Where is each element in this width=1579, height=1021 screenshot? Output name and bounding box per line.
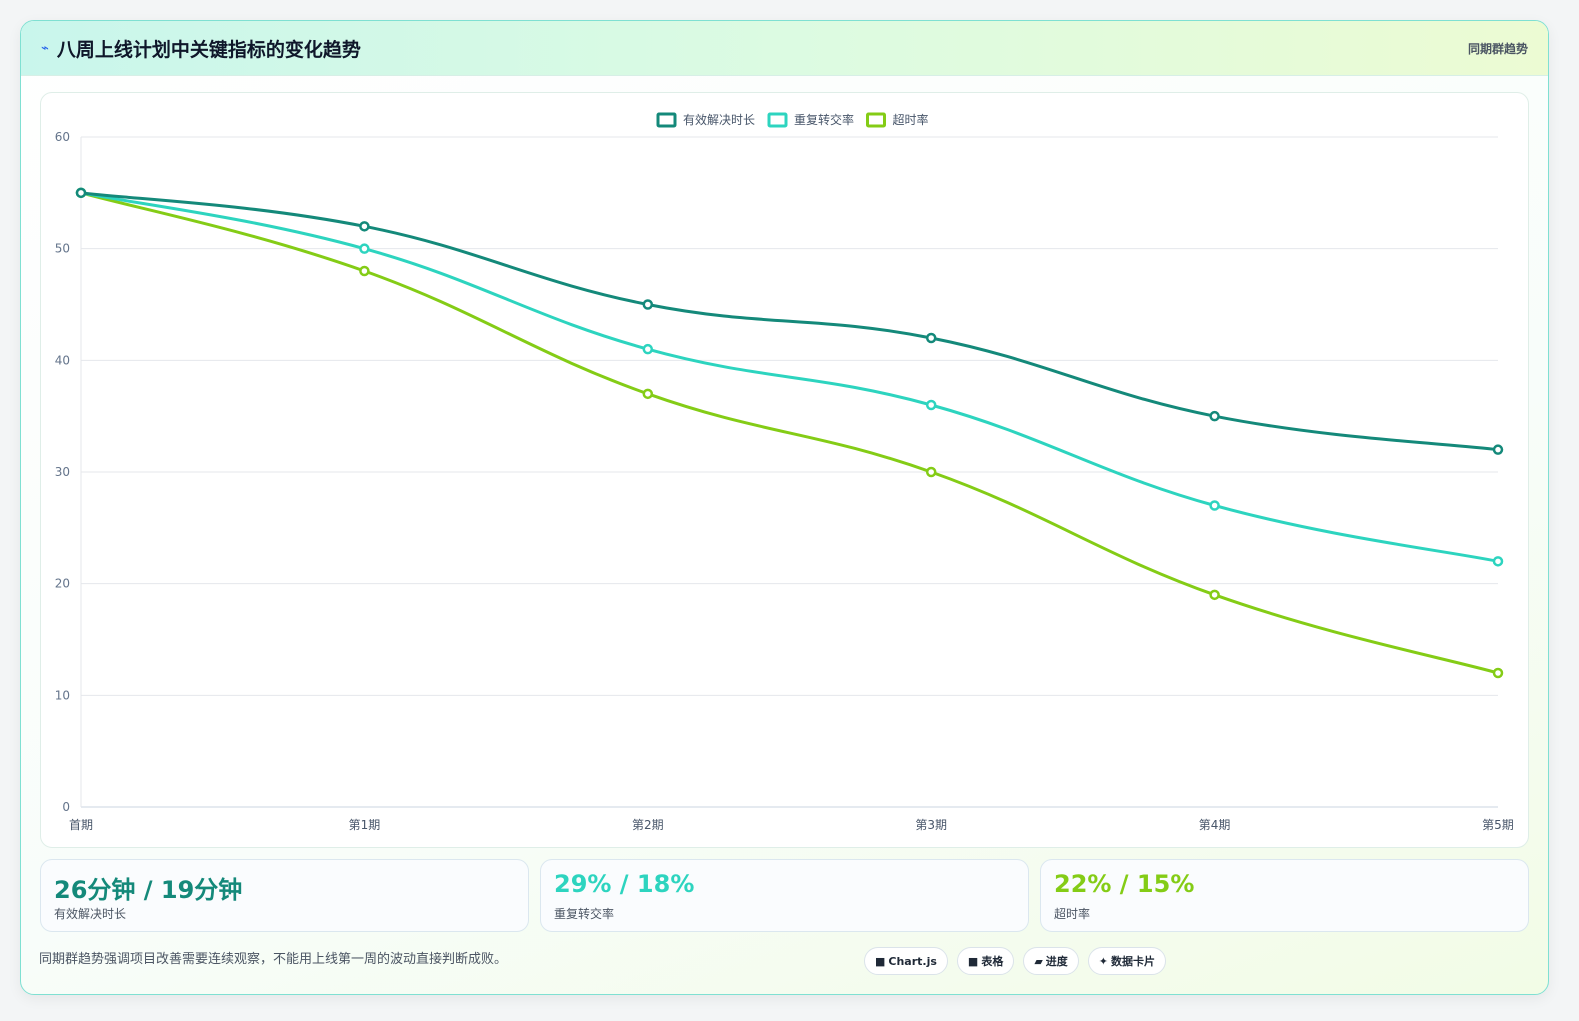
chart-panel: 0 10 20 30 40 50 60 首期 第1期 第2期 第3期 第4期 第5期 有效解决时长 重复转交… bbox=[40, 92, 1529, 848]
chip-label: 进度 bbox=[1045, 955, 1068, 968]
data-point bbox=[925, 466, 937, 478]
footer-note: 同期群趋势强调项目改善需要连续观察，不能用上线第一周的波动直接判断成败。 bbox=[39, 952, 508, 967]
y-tick-label: 60 bbox=[55, 130, 70, 144]
legend-label: 有效解决时长 bbox=[683, 112, 755, 127]
chip-table[interactable]: ■ 表格 bbox=[956, 947, 1015, 975]
data-point bbox=[359, 243, 370, 254]
tech-chips: ■ Chart.js ■ 表格 ▰ 进度 ✦ 数据卡片 bbox=[864, 947, 1167, 975]
series-line bbox=[80, 191, 1499, 675]
chart-icon: ■ bbox=[875, 954, 886, 968]
stat-label: 有效解决时长 bbox=[54, 907, 127, 921]
stat-value: 22% / 15% bbox=[1054, 870, 1195, 898]
data-point bbox=[359, 265, 370, 277]
data-point bbox=[925, 399, 937, 411]
chip-label: 表格 bbox=[981, 955, 1004, 968]
y-tick-label: 30 bbox=[55, 465, 70, 479]
stat-label: 重复转交率 bbox=[554, 907, 615, 921]
data-point bbox=[359, 221, 370, 232]
data-point bbox=[642, 343, 654, 355]
x-tick-label: 第2期 bbox=[632, 818, 664, 832]
chip-label: 数据卡片 bbox=[1111, 955, 1156, 968]
chip-progress[interactable]: ▰ 进度 bbox=[1023, 947, 1079, 975]
page-title-text: 八周上线计划中关键指标的变化趋势 bbox=[56, 39, 361, 61]
stat-label: 超时率 bbox=[1054, 907, 1091, 921]
data-point bbox=[1492, 667, 1504, 679]
card-header: ⌁ 八周上线计划中关键指标的变化趋势 同期群趋势 bbox=[21, 21, 1548, 76]
y-tick-label: 10 bbox=[55, 688, 70, 702]
report-card: ⌁ 八周上线计划中关键指标的变化趋势 同期群趋势 0 10 20 30 40 50 60 首期… bbox=[20, 20, 1549, 995]
progress-icon: ▰ bbox=[1034, 954, 1043, 968]
stat-value: 29% / 18% bbox=[554, 870, 695, 898]
page-title: ⌁ 八周上线计划中关键指标的变化趋势 bbox=[41, 35, 361, 62]
stat-value: 26分钟 / 19分钟 bbox=[54, 876, 243, 904]
y-tick-label: 0 bbox=[62, 800, 70, 814]
legend-label: 超时率 bbox=[893, 112, 929, 127]
data-point bbox=[642, 299, 654, 310]
x-tick-label: 首期 bbox=[69, 818, 93, 832]
y-tick-label: 40 bbox=[55, 353, 70, 367]
chip-label: Chart.js bbox=[888, 954, 937, 968]
series-line bbox=[80, 191, 1499, 563]
data-point bbox=[1209, 410, 1220, 422]
x-tick-label: 第5期 bbox=[1482, 818, 1514, 832]
x-tick-label: 第4期 bbox=[1199, 818, 1231, 832]
sparkle-icon: ✦ bbox=[1098, 954, 1109, 968]
table-icon: ■ bbox=[967, 954, 979, 968]
stat-card-resolution-time: 26分钟 / 19分钟 有效解决时长 bbox=[40, 859, 529, 932]
legend-swatch bbox=[866, 112, 886, 128]
stat-card-timeout-rate: 22% / 15% 超时率 bbox=[1040, 859, 1529, 932]
x-tick-label: 第3期 bbox=[915, 818, 947, 832]
data-point bbox=[1492, 444, 1504, 455]
legend-swatch bbox=[767, 112, 788, 128]
x-tick-label: 第1期 bbox=[349, 818, 381, 832]
data-point bbox=[642, 388, 654, 400]
header-right-label: 同期群趋势 bbox=[1467, 42, 1528, 56]
data-point bbox=[925, 332, 937, 344]
chart-icon: ⌁ bbox=[41, 41, 49, 56]
y-tick-label: 50 bbox=[55, 242, 70, 256]
data-point bbox=[75, 187, 87, 199]
series-line bbox=[80, 191, 1499, 452]
chip-data-card[interactable]: ✦ 数据卡片 bbox=[1087, 947, 1167, 975]
y-tick-label: 20 bbox=[55, 577, 70, 591]
line-chart: 0 10 20 30 40 50 60 首期 第1期 第2期 第3期 第4期 第5期 有效解决时长 重复转交… bbox=[55, 112, 1514, 832]
stat-card-repeat-transfer: 29% / 18% 重复转交率 bbox=[540, 859, 1029, 932]
data-point bbox=[1209, 589, 1220, 601]
data-point bbox=[1492, 556, 1504, 567]
data-point bbox=[1209, 500, 1220, 511]
legend-swatch bbox=[656, 112, 677, 128]
legend-label: 重复转交率 bbox=[794, 112, 854, 127]
chip-chartjs[interactable]: ■ Chart.js bbox=[864, 947, 948, 975]
